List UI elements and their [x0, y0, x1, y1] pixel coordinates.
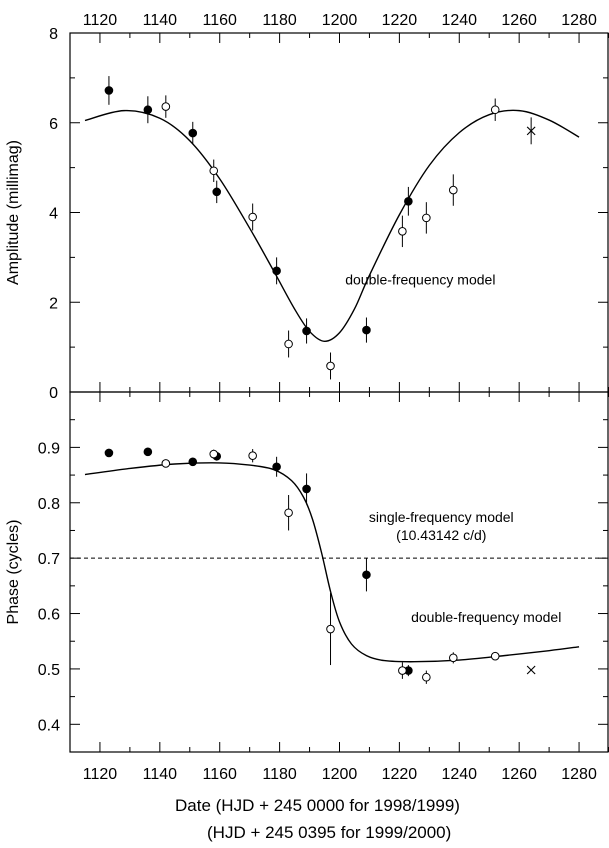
x-axis-label: Date (HJD + 245 0000 for 1998/1999) (HJD…: [175, 796, 460, 842]
data-point-filled: [188, 457, 198, 467]
annotation-text: double-frequency model: [411, 609, 561, 625]
y-tick-label: 0.6: [38, 607, 60, 624]
x-tick-label: 1240: [441, 12, 477, 29]
x-tick-label: 1120: [83, 766, 118, 783]
x-tick-label: 1220: [382, 12, 418, 29]
data-point-open: [284, 508, 293, 518]
y-axis-label: Amplitude (millimag): [5, 140, 22, 285]
x-tick-label: 1260: [501, 766, 537, 783]
plot-frame: [69, 32, 609, 393]
x-tick-label: 1180: [262, 12, 297, 29]
data-point-open: [448, 653, 458, 663]
y-tick-label: 2: [49, 295, 58, 312]
x-axis-label-line2: (HJD + 245 0395 for 1999/2000): [207, 823, 451, 842]
data-point-filled: [104, 448, 114, 458]
data-point-open: [209, 449, 219, 459]
x-tick-label: 1200: [322, 766, 358, 783]
amplitude-panel: 1120 1140 1160 1180 1200 1220 1240 1260 1280 0 2 4 6…: [5, 12, 609, 402]
y-tick-label: 0.5: [38, 662, 60, 679]
x-tick-label: 1180: [262, 766, 297, 783]
data-point-open: [209, 166, 219, 176]
x-tick-label: 1280: [561, 12, 597, 29]
data-point-open: [248, 212, 257, 222]
data-point-open: [422, 213, 431, 223]
data-point-cross: [526, 126, 536, 136]
data-point-filled: [302, 484, 311, 494]
y-tick-label: 0.4: [38, 717, 60, 734]
data-point-filled: [188, 128, 198, 138]
data-point-filled: [362, 325, 371, 335]
x-tick-label: 1160: [203, 12, 238, 29]
data-point-open: [490, 651, 500, 661]
data-point-filled: [143, 105, 153, 115]
phase-panel: 1120 1140 1160 1180 1200 1220 1240 1260 1280 0.4 0…: [5, 391, 609, 783]
data-point-filled: [212, 187, 222, 197]
data-point-open: [398, 666, 407, 675]
y-tick-label: 6: [49, 116, 58, 133]
data-point-open: [422, 672, 431, 682]
y-tick-label: 0: [49, 385, 58, 402]
plot-frame: [69, 391, 609, 753]
x-axis-label-line1: Date (HJD + 245 0000 for 1998/1999): [175, 796, 460, 815]
x-tick-label: 1200: [322, 12, 358, 29]
x-tick-label: 1260: [501, 12, 537, 29]
x-tick-label: 1240: [441, 766, 477, 783]
cross-stroke: [526, 665, 536, 675]
data-point-filled: [143, 447, 153, 457]
data-point-open: [490, 105, 500, 115]
x-tick-label: 1280: [561, 766, 597, 783]
data-point-open: [448, 185, 458, 195]
data-point-open: [326, 624, 335, 634]
y-tick-label: 8: [49, 26, 58, 43]
data-point-open: [326, 361, 335, 371]
x-tick-label: 1160: [203, 766, 238, 783]
x-tick-label: 1140: [143, 12, 178, 29]
data-point-cross: [526, 665, 536, 675]
data-point-open: [284, 339, 293, 349]
x-tick-label: 1120: [83, 12, 118, 29]
y-axis-label: Phase (cycles): [5, 520, 22, 625]
data-point-filled: [362, 570, 371, 580]
data-point-open: [161, 459, 171, 468]
data-point-filled: [272, 266, 281, 276]
y-tick-label: 0.9: [38, 440, 60, 457]
data-point-open: [398, 227, 407, 236]
data-point-filled: [104, 86, 114, 95]
y-tick-label: 4: [49, 206, 58, 223]
data-point-open: [248, 451, 257, 460]
cross-stroke: [526, 126, 536, 136]
y-tick-label: 0.8: [38, 496, 60, 513]
data-point-filled: [302, 326, 311, 336]
annotation-text: double-frequency model: [345, 271, 495, 287]
x-tick-label: 1220: [382, 766, 418, 783]
data-point-open: [161, 102, 171, 111]
data-point-filled: [272, 462, 281, 472]
model-curve: [84, 109, 580, 342]
annotation-text: single-frequency model: [369, 509, 514, 525]
y-tick-label: 0.7: [38, 551, 60, 568]
annotation-text: (10.43142 c/d): [396, 527, 486, 543]
data-point-filled: [404, 196, 413, 206]
x-tick-label: 1140: [143, 766, 178, 783]
